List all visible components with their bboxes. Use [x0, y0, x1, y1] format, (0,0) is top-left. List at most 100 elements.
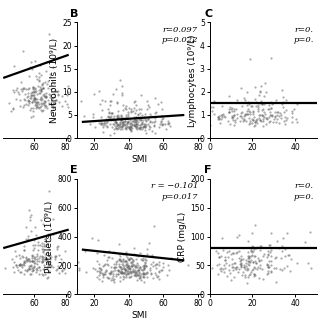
Point — [258, 266, 263, 271]
Point — [283, 114, 288, 119]
Text: r=0.
p=0.: r=0. p=0. — [293, 182, 314, 201]
Point — [23, 268, 28, 273]
Point — [115, 127, 120, 132]
Point — [47, 269, 52, 274]
Text: E: E — [70, 165, 78, 175]
Point — [121, 270, 126, 276]
Point — [265, 268, 270, 274]
Point — [124, 115, 130, 120]
Point — [60, 103, 65, 108]
Point — [76, 259, 81, 264]
Point — [110, 117, 116, 122]
Point — [104, 274, 109, 279]
Point — [245, 258, 250, 263]
Point — [218, 265, 223, 270]
Point — [127, 118, 132, 123]
Point — [48, 252, 53, 258]
Point — [146, 122, 151, 127]
Point — [123, 269, 128, 275]
Point — [97, 121, 102, 126]
Point — [238, 263, 244, 268]
Point — [108, 113, 113, 118]
Point — [119, 91, 124, 96]
Point — [290, 111, 295, 116]
Point — [47, 253, 52, 259]
Point — [53, 257, 58, 262]
Point — [55, 267, 60, 272]
Point — [26, 97, 31, 102]
Point — [116, 256, 122, 261]
Point — [117, 270, 122, 275]
Point — [121, 251, 126, 256]
Point — [49, 103, 54, 108]
Point — [41, 108, 46, 113]
Point — [263, 81, 268, 86]
Point — [118, 265, 123, 270]
Point — [34, 270, 39, 275]
Point — [27, 207, 32, 212]
Point — [125, 112, 130, 117]
Point — [230, 113, 235, 118]
Point — [126, 272, 131, 277]
Point — [38, 87, 44, 92]
Point — [112, 113, 117, 118]
Point — [245, 275, 251, 280]
Point — [138, 93, 143, 98]
Point — [250, 266, 255, 271]
Point — [33, 73, 38, 78]
Point — [226, 263, 231, 268]
Point — [132, 124, 138, 129]
Point — [124, 265, 129, 270]
Point — [51, 65, 56, 70]
Point — [130, 121, 135, 126]
Point — [244, 266, 249, 271]
Point — [35, 99, 40, 104]
Point — [130, 260, 135, 265]
Point — [265, 272, 270, 277]
Point — [33, 100, 38, 105]
Point — [217, 117, 222, 122]
Point — [270, 119, 275, 124]
X-axis label: SMI: SMI — [131, 155, 147, 164]
Point — [250, 244, 255, 249]
Point — [117, 241, 122, 246]
Point — [284, 118, 289, 123]
Point — [132, 123, 137, 128]
Point — [249, 252, 254, 257]
Point — [25, 256, 30, 261]
Point — [231, 123, 236, 128]
Point — [159, 118, 164, 123]
Point — [123, 118, 128, 123]
Point — [108, 110, 113, 116]
Point — [32, 96, 37, 101]
Point — [233, 120, 238, 125]
Point — [152, 111, 157, 116]
Point — [280, 243, 285, 248]
Point — [124, 126, 129, 132]
Point — [32, 90, 37, 95]
Point — [114, 122, 119, 127]
Point — [269, 106, 274, 111]
Point — [276, 121, 282, 126]
Point — [23, 256, 28, 261]
Point — [107, 248, 112, 253]
Point — [258, 244, 263, 249]
Point — [25, 234, 30, 239]
Point — [47, 247, 52, 252]
Point — [45, 85, 51, 91]
Point — [258, 243, 263, 248]
Point — [147, 119, 152, 124]
Point — [266, 271, 271, 276]
Point — [24, 255, 29, 260]
Point — [97, 265, 102, 270]
Point — [47, 232, 52, 237]
Point — [259, 118, 264, 124]
Point — [13, 262, 19, 268]
Point — [150, 260, 155, 265]
Point — [153, 272, 158, 277]
Point — [31, 264, 36, 269]
Point — [257, 117, 262, 122]
Point — [219, 104, 224, 109]
Point — [125, 124, 131, 129]
Point — [76, 268, 82, 273]
